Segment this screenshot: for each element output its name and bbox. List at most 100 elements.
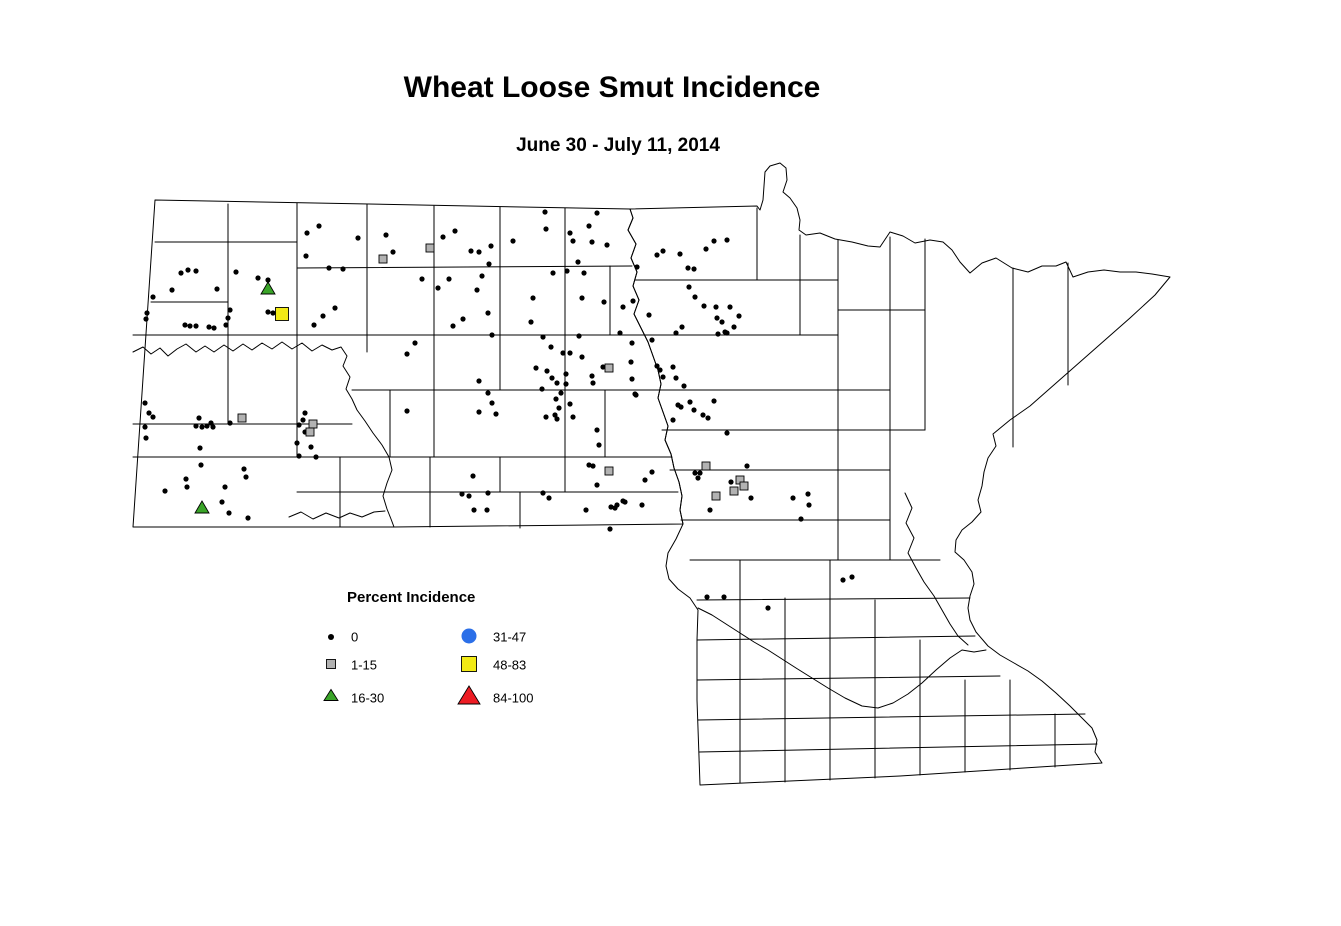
incidence-dot bbox=[243, 474, 249, 480]
legend-symbol-84-100 bbox=[457, 685, 481, 705]
incidence-dot bbox=[550, 270, 556, 276]
incidence-dot bbox=[510, 238, 516, 244]
incidence-dot bbox=[144, 310, 150, 316]
incidence-dot bbox=[727, 304, 733, 310]
incidence-dot bbox=[567, 230, 573, 236]
incidence-dot bbox=[629, 340, 635, 346]
gray-square-marker bbox=[711, 491, 721, 501]
incidence-dot bbox=[563, 381, 569, 387]
incidence-dot bbox=[628, 359, 634, 365]
incidence-dot bbox=[308, 444, 314, 450]
incidence-dot bbox=[765, 605, 771, 611]
incidence-dot bbox=[654, 363, 660, 369]
incidence-dot bbox=[654, 252, 660, 258]
incidence-dot bbox=[450, 323, 456, 329]
incidence-dot bbox=[265, 277, 271, 283]
incidence-dot bbox=[539, 386, 545, 392]
incidence-dot bbox=[543, 414, 549, 420]
incidence-dot bbox=[736, 313, 742, 319]
incidence-dot bbox=[211, 325, 217, 331]
incidence-dot bbox=[564, 268, 570, 274]
incidence-dot bbox=[570, 414, 576, 420]
incidence-dot bbox=[313, 454, 319, 460]
gray-square-marker bbox=[739, 481, 749, 491]
incidence-dot bbox=[219, 499, 225, 505]
incidence-dot bbox=[146, 410, 152, 416]
gray-square-marker bbox=[701, 461, 711, 471]
incidence-dot bbox=[320, 313, 326, 319]
incidence-dot bbox=[629, 376, 635, 382]
incidence-dot bbox=[182, 322, 188, 328]
incidence-dot bbox=[678, 404, 684, 410]
incidence-dot bbox=[713, 304, 719, 310]
incidence-dot bbox=[728, 479, 734, 485]
incidence-dot bbox=[326, 265, 332, 271]
incidence-dot bbox=[576, 333, 582, 339]
incidence-dot bbox=[806, 502, 812, 508]
incidence-dot bbox=[673, 330, 679, 336]
incidence-dot bbox=[691, 266, 697, 272]
incidence-dot bbox=[600, 364, 606, 370]
incidence-dot bbox=[596, 442, 602, 448]
incidence-dot bbox=[468, 248, 474, 254]
incidence-dot bbox=[590, 463, 596, 469]
incidence-dot bbox=[197, 445, 203, 451]
incidence-dot bbox=[724, 430, 730, 436]
minnesota-river bbox=[697, 607, 987, 709]
incidence-dot bbox=[316, 223, 322, 229]
incidence-dot bbox=[560, 350, 566, 356]
incidence-dot bbox=[178, 270, 184, 276]
incidence-dot bbox=[404, 351, 410, 357]
incidence-dot bbox=[583, 507, 589, 513]
page-subtitle: June 30 - July 11, 2014 bbox=[516, 135, 720, 156]
missouri-river bbox=[132, 341, 395, 528]
incidence-dot bbox=[724, 330, 730, 336]
legend-label-1-15: 1-15 bbox=[351, 658, 377, 673]
incidence-dot bbox=[193, 423, 199, 429]
gray-square-marker bbox=[305, 427, 315, 437]
incidence-dot bbox=[193, 323, 199, 329]
incidence-dot bbox=[703, 246, 709, 252]
incidence-dot bbox=[255, 275, 261, 281]
gray-square-marker bbox=[308, 419, 318, 429]
river-lines bbox=[132, 341, 987, 709]
incidence-dot bbox=[695, 475, 701, 481]
incidence-dot bbox=[493, 411, 499, 417]
incidence-dot bbox=[691, 407, 697, 413]
incidence-dot bbox=[208, 420, 214, 426]
incidence-dot bbox=[488, 243, 494, 249]
incidence-dot bbox=[162, 488, 168, 494]
incidence-dot bbox=[199, 424, 205, 430]
incidence-dot bbox=[697, 470, 703, 476]
gray-square-marker bbox=[237, 413, 247, 423]
incidence-dot bbox=[633, 392, 639, 398]
incidence-dot bbox=[540, 490, 546, 496]
incidence-dot bbox=[677, 251, 683, 257]
legend-symbol-0 bbox=[328, 634, 334, 640]
incidence-dot bbox=[485, 490, 491, 496]
incidence-dot bbox=[579, 295, 585, 301]
incidence-dot bbox=[614, 502, 620, 508]
incidence-dot bbox=[715, 331, 721, 337]
incidence-dot bbox=[586, 462, 592, 468]
incidence-dot bbox=[649, 337, 655, 343]
incidence-dot bbox=[692, 470, 698, 476]
incidence-dot bbox=[660, 374, 666, 380]
incidence-dot bbox=[311, 322, 317, 328]
incidence-dot bbox=[245, 515, 251, 521]
incidence-dot bbox=[302, 410, 308, 416]
incidence-dot bbox=[169, 287, 175, 293]
state-outlines bbox=[132, 162, 1171, 786]
incidence-dot bbox=[466, 493, 472, 499]
incidence-dot bbox=[714, 315, 720, 321]
incidence-dot bbox=[686, 284, 692, 290]
incidence-dot bbox=[549, 375, 555, 381]
incidence-dot bbox=[265, 309, 271, 315]
incidence-dot bbox=[620, 304, 626, 310]
incidence-dot bbox=[404, 408, 410, 414]
incidence-dot bbox=[660, 248, 666, 254]
incidence-dot bbox=[296, 453, 302, 459]
incidence-dot bbox=[544, 368, 550, 374]
minnesota-outline bbox=[627, 162, 1171, 786]
